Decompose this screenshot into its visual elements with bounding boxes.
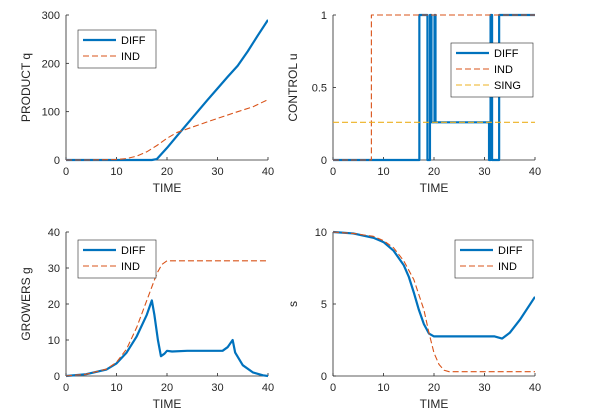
s-x-tick-label: 40 xyxy=(529,382,541,394)
control-legend-label-diff: DIFF xyxy=(494,48,519,60)
product-x-tick-label: 0 xyxy=(63,166,69,178)
s-ylabel: s xyxy=(286,301,300,307)
s-x-tick-label: 10 xyxy=(377,382,389,394)
control-x-tick-label: 0 xyxy=(330,166,336,178)
product-series-diff xyxy=(66,19,268,162)
s-chart: 0 10 20 30 40 0 5 10 TIME s DIFF IND xyxy=(286,227,541,411)
s-y-tick-label: 0 xyxy=(321,371,327,383)
s-x-tick-label: 0 xyxy=(330,382,336,394)
product-x-tick-label: 40 xyxy=(262,166,274,178)
growers-series-diff xyxy=(66,299,268,378)
control-legend-label-ind: IND xyxy=(494,64,513,76)
control-x-tick-label: 40 xyxy=(529,166,541,178)
control-ylabel: CONTROL u xyxy=(286,53,300,121)
s-series-ind xyxy=(333,231,535,373)
growers-y-tick-label: 30 xyxy=(48,263,60,275)
control-x-tick-label: 30 xyxy=(478,166,490,178)
control-series-ind xyxy=(333,14,535,161)
control-y-tick-label: 0 xyxy=(321,155,327,167)
growers-series-ind xyxy=(66,260,268,377)
s-x-tick-label: 20 xyxy=(428,382,440,394)
product-ylabel: PRODUCT q xyxy=(19,53,33,122)
growers-x-tick-label: 30 xyxy=(211,382,223,394)
s-xlabel: TIME xyxy=(420,397,449,411)
growers-xlabel: TIME xyxy=(153,397,182,411)
s-legend-label-diff: DIFF xyxy=(498,245,523,257)
control-xlabel: TIME xyxy=(420,181,449,195)
control-chart: 0 10 20 30 40 0 0.5 1 TIME CONTROL u DIFF IND SING xyxy=(286,10,541,195)
product-x-tick-label: 10 xyxy=(110,166,122,178)
s-legend-box xyxy=(454,239,534,279)
control-x-tick-label: 10 xyxy=(377,166,389,178)
growers-x-tick-label: 20 xyxy=(161,382,173,394)
product-y-tick-label: 200 xyxy=(42,58,60,70)
growers-legend-label-ind: IND xyxy=(121,261,140,273)
s-legend: DIFF IND xyxy=(454,239,534,279)
product-y-tick-label: 100 xyxy=(42,107,60,119)
control-y-tick-label: 0.5 xyxy=(312,83,327,95)
growers-x-tick-label: 40 xyxy=(262,382,274,394)
product-series-ind xyxy=(66,99,268,161)
control-x-tick-label: 20 xyxy=(428,166,440,178)
product-chart: 0 10 20 30 40 0 100 200 300 TIME PRODUCT q DIFF IND xyxy=(19,10,274,195)
product-y-tick-label: 300 xyxy=(42,10,60,22)
product-legend-label-diff: DIFF xyxy=(121,35,146,47)
growers-y-tick-label: 40 xyxy=(48,227,60,239)
s-legend-label-ind: IND xyxy=(498,261,517,273)
control-legend: DIFF IND SING xyxy=(450,42,534,98)
growers-x-tick-label: 0 xyxy=(63,382,69,394)
control-y-tick-label: 1 xyxy=(321,10,327,22)
growers-legend-label-diff: DIFF xyxy=(121,245,146,257)
product-x-tick-label: 30 xyxy=(211,166,223,178)
product-legend: DIFF IND xyxy=(77,29,157,69)
growers-y-tick-label: 10 xyxy=(48,335,60,347)
growers-y-tick-label: 0 xyxy=(54,371,60,383)
growers-y-tick-label: 20 xyxy=(48,299,60,311)
growers-ylabel: GROWERS g xyxy=(19,267,33,340)
s-y-tick-label: 10 xyxy=(315,227,327,239)
growers-legend: DIFF IND xyxy=(77,239,157,279)
s-y-tick-label: 5 xyxy=(321,299,327,311)
growers-x-tick-label: 10 xyxy=(110,382,122,394)
growers-chart: 0 10 20 30 40 0 10 20 30 40 TIME GROWERS g DIFF IND xyxy=(19,227,274,411)
product-legend-box xyxy=(77,29,157,69)
control-legend-label-sing: SING xyxy=(494,80,521,92)
product-y-tick-label: 0 xyxy=(54,155,60,167)
growers-legend-box xyxy=(77,239,157,279)
s-series-diff xyxy=(333,230,535,340)
product-legend-label-ind: IND xyxy=(121,51,140,63)
product-xlabel: TIME xyxy=(153,181,182,195)
s-x-tick-label: 30 xyxy=(478,382,490,394)
product-x-tick-label: 20 xyxy=(161,166,173,178)
